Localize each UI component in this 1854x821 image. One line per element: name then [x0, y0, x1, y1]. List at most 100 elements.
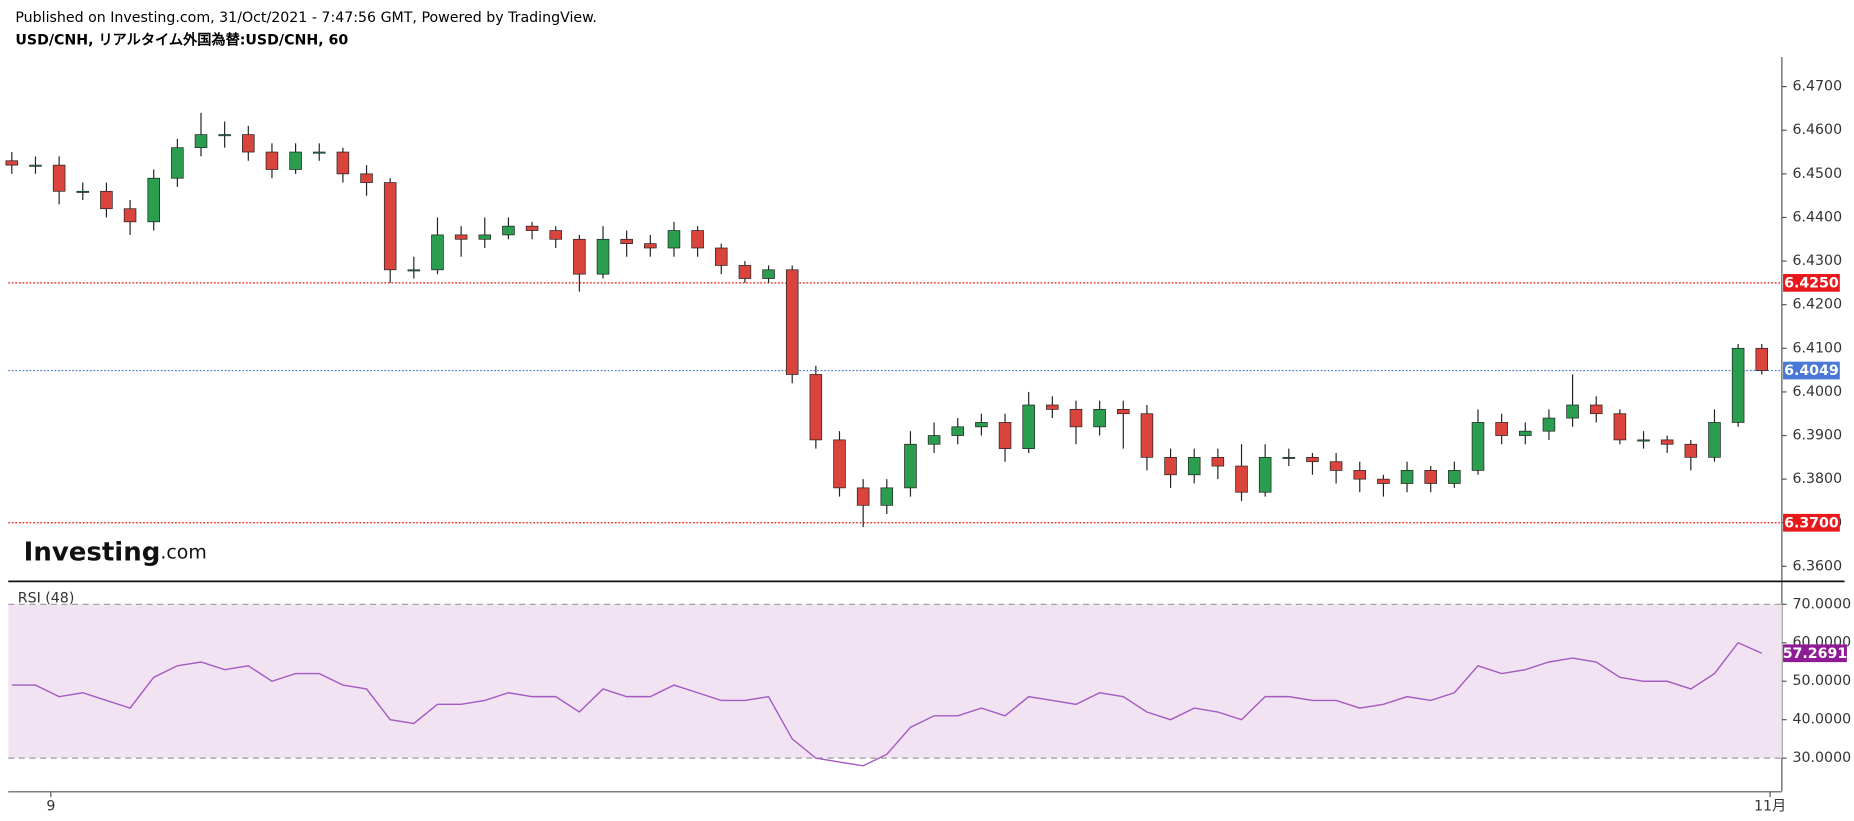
y-tick-label: 6.4000: [1793, 384, 1843, 400]
candle-body: [573, 238, 586, 275]
rsi-title: RSI (48): [18, 591, 75, 607]
candle-body: [880, 487, 894, 506]
rsi-line: [11, 641, 1763, 767]
candle-body: [1046, 404, 1059, 410]
y-tick-label: 6.4200: [1793, 297, 1843, 313]
candle-body: [1448, 470, 1461, 484]
candle-body: [1022, 404, 1035, 449]
candle-body: [1093, 409, 1106, 428]
candle-body: [76, 190, 90, 193]
candle-body: [714, 247, 728, 266]
x-tick-label: 11月: [1754, 799, 1786, 815]
y-tick-label: 50.0000: [1793, 673, 1852, 689]
candle-body: [431, 234, 444, 271]
level-label-box: [1783, 274, 1840, 292]
candle-body: [1637, 439, 1650, 442]
candle-body: [951, 426, 965, 436]
candle-body: [1069, 409, 1083, 428]
rsi-last-label: 57.2691: [1783, 646, 1848, 662]
candle-body: [927, 435, 941, 445]
candle-body: [525, 225, 539, 231]
candle-body: [1211, 456, 1225, 467]
candle-body: [1755, 347, 1769, 371]
candle-body: [691, 230, 704, 249]
symbol-title: USD/CNH, リアルタイム外国為替:USD/CNH, 60: [15, 31, 348, 48]
candle-body: [644, 243, 657, 249]
candle-body: [1708, 422, 1721, 458]
logo: Investing.com: [24, 537, 207, 567]
published-note: Published on Investing.com, 31/Oct/2021 …: [15, 10, 597, 26]
candle-body: [289, 151, 302, 170]
candle-body: [312, 151, 326, 154]
logo-suffix: .com: [160, 541, 206, 563]
candle-body: [1329, 461, 1343, 471]
y-tick-label: 6.3800: [1793, 471, 1843, 487]
candle-body: [762, 269, 775, 279]
y-tick-label: 6.4600: [1793, 122, 1843, 138]
candle-body: [833, 439, 846, 489]
candle-body: [549, 230, 562, 240]
candle-body: [1235, 465, 1248, 493]
candle-body: [1566, 404, 1579, 419]
candle-body: [1187, 456, 1201, 476]
candle-body: [1306, 456, 1319, 463]
candle-body: [29, 164, 42, 167]
candle-body: [1400, 470, 1414, 484]
rsi-band: [8, 604, 1782, 759]
x-tick-label: 9: [46, 799, 55, 815]
level-label: 6.4049: [1784, 363, 1839, 379]
candle-body: [975, 422, 988, 428]
logo-name: Investing: [24, 537, 161, 567]
candle-body: [502, 225, 515, 236]
candle-body: [478, 234, 492, 240]
candle-body: [1258, 456, 1272, 493]
rsi-last-box: [1783, 644, 1847, 663]
candle-body: [1471, 422, 1485, 471]
candle-body: [1684, 443, 1698, 458]
y-tick-label: 30.0000: [1793, 750, 1852, 766]
candle-body: [1353, 470, 1367, 480]
candle-body: [1117, 409, 1130, 415]
y-tick-label: 6.4300: [1793, 253, 1843, 269]
candle-body: [809, 374, 823, 441]
level-label: 6.4250: [1784, 275, 1839, 291]
candle-body: [242, 134, 255, 153]
candle-body: [998, 422, 1012, 449]
candle-body: [785, 269, 799, 375]
candle-body: [1282, 456, 1296, 459]
candle-body: [1519, 430, 1532, 436]
candle-body: [336, 151, 350, 175]
candle-body: [667, 230, 681, 249]
level-label: 6.3700: [1784, 515, 1839, 531]
level-label-box: [1783, 361, 1840, 380]
candle-body: [1424, 470, 1437, 484]
y-tick-label: 6.3600: [1793, 558, 1843, 574]
candle-body: [1731, 347, 1745, 423]
candle-body: [1613, 413, 1627, 441]
candle-body: [596, 238, 610, 275]
y-tick-label: 6.3900: [1793, 428, 1843, 444]
candle-body: [1164, 456, 1177, 476]
y-tick-label: 6.4700: [1793, 79, 1843, 95]
candle-body: [383, 182, 397, 271]
candle-body: [1377, 478, 1390, 484]
level-label-box: [1783, 513, 1840, 532]
candle-body: [1589, 404, 1603, 415]
candle-body: [360, 173, 373, 183]
y-tick-label: 70.0000: [1793, 596, 1852, 612]
candle-body: [1140, 413, 1154, 458]
candle-body: [100, 190, 113, 210]
y-tick-label: 6.4100: [1793, 340, 1843, 356]
candle-body: [620, 238, 633, 244]
candle-body: [265, 151, 279, 170]
candle-body: [454, 234, 468, 240]
candle-body: [123, 208, 137, 223]
candle-body: [856, 487, 870, 506]
candle-body: [52, 164, 66, 192]
y-tick-label: 6.4400: [1793, 209, 1843, 225]
candle-body: [5, 160, 19, 166]
candle-body: [171, 147, 184, 179]
